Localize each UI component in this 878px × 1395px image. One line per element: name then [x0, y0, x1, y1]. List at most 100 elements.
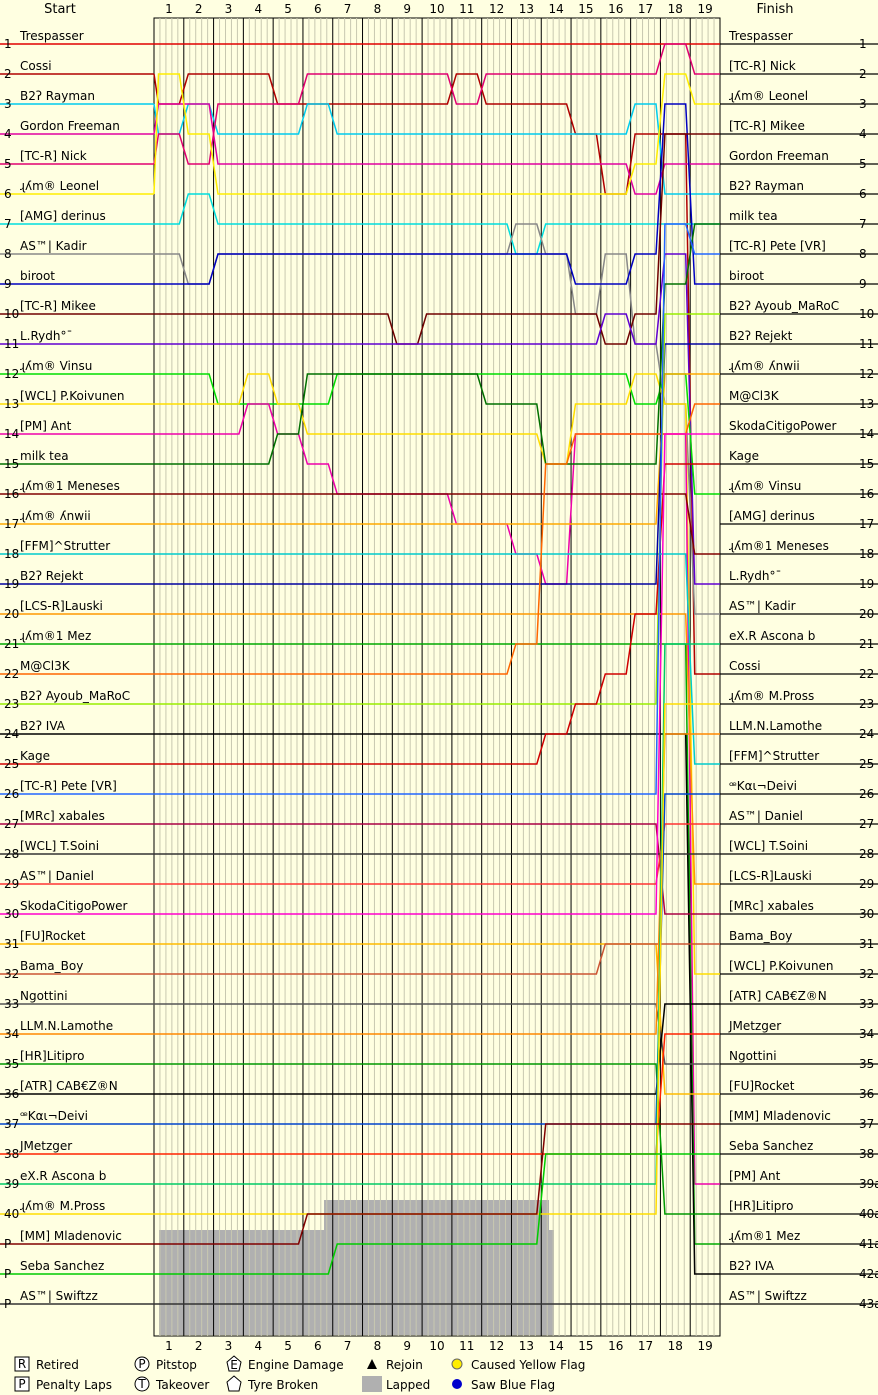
start-position: 2 [4, 67, 12, 81]
finish-driver-name: JMetzger [728, 1019, 781, 1033]
finish-driver-name: Seba Sanchez [729, 1139, 813, 1153]
start-position: 29 [4, 877, 19, 891]
driver-position-line [154, 463, 720, 765]
start-position: 28 [4, 847, 19, 861]
start-position: 27 [4, 817, 19, 831]
finish-driver-name: B2ʔ IVA [729, 1259, 775, 1273]
finish-position: 42a [859, 1267, 878, 1281]
legend-symbol: P [18, 1377, 25, 1391]
start-driver-name: ɻʎm® Leonel [20, 179, 99, 193]
driver-position-line [154, 403, 720, 675]
finish-position: 12 [859, 367, 874, 381]
legend-label: Tyre Broken [247, 1378, 318, 1392]
driver-position-line [154, 823, 720, 915]
start-driver-name: Gordon Freeman [20, 119, 120, 133]
finish-position: 2 [859, 67, 867, 81]
finish-driver-name: Ngottini [729, 1049, 777, 1063]
finish-position: 3 [859, 97, 867, 111]
driver-position-line [154, 103, 720, 285]
start-driver-name: M@Cl3K [20, 659, 71, 673]
legend-circle-icon [134, 1376, 150, 1392]
finish-driver-name: [WCL] T.Soini [729, 839, 808, 853]
lap-label-bottom: 10 [429, 1339, 444, 1353]
finish-position: 6 [859, 187, 867, 201]
legend-label: Lapped [386, 1378, 430, 1392]
legend-yellow-dot-icon [451, 1358, 463, 1370]
driver-position-line [154, 613, 720, 885]
start-position: P [4, 1237, 11, 1251]
driver-position-line [154, 223, 720, 465]
position-lines [153, 43, 720, 1305]
finish-driver-name: Gordon Freeman [729, 149, 829, 163]
start-driver-name: ɻʎm® Vinsu [20, 359, 92, 373]
finish-driver-name: [AMG] derinus [729, 509, 815, 523]
start-position: 30 [4, 907, 19, 921]
lap-label-top: 11 [459, 2, 474, 16]
lap-label-bottom: 6 [314, 1339, 322, 1353]
start-position: 35 [4, 1057, 19, 1071]
lap-label-top: 6 [314, 2, 322, 16]
lap-label-bottom: 15 [578, 1339, 593, 1353]
start-position: 22 [4, 667, 19, 681]
start-driver-name: biroot [20, 269, 55, 283]
driver-position-line [153, 73, 720, 195]
driver-position-line [154, 193, 720, 255]
finish-driver-name: biroot [729, 269, 764, 283]
finish-driver-name: [WCL] P.Koivunen [729, 959, 834, 973]
start-position: 26 [4, 787, 19, 801]
start-driver-name: [WCL] T.Soini [20, 839, 99, 853]
start-position: 4 [4, 127, 12, 141]
start-position: 25 [4, 757, 19, 771]
finish-position: 17 [859, 517, 874, 531]
lap-label-top: 4 [254, 2, 262, 16]
start-position: 17 [4, 517, 19, 531]
driver-position-line [154, 223, 720, 795]
lap-label-bottom: 4 [254, 1339, 262, 1353]
legend-label: Pitstop [156, 1358, 197, 1372]
legend-pentagon-icon [226, 1375, 242, 1392]
finish-position: 40a [859, 1207, 878, 1221]
lap-label-top: 9 [403, 2, 411, 16]
legend-label: Caused Yellow Flag [471, 1358, 585, 1372]
finish-position: 10 [859, 307, 874, 321]
start-driver-name: milk tea [20, 449, 69, 463]
finish-driver-name: [ATR] CAB€Z®N [729, 989, 827, 1003]
finish-driver-name: [TC-R] Nick [729, 59, 796, 73]
lap-label-bottom: 9 [403, 1339, 411, 1353]
finish-position: 18 [859, 547, 874, 561]
finish-position: 4 [859, 127, 867, 141]
finish-driver-name: LLM.N.Lamothe [729, 719, 822, 733]
start-driver-name: [MM] Mladenovic [20, 1229, 122, 1243]
finish-position: 11 [859, 337, 874, 351]
finish-position: 25 [859, 757, 874, 771]
start-position: 31 [4, 937, 19, 951]
finish-driver-name: ɻʎm® M.Pross [729, 689, 814, 703]
finish-position: 19 [859, 577, 874, 591]
finish-position: 1 [859, 37, 867, 51]
finish-position: 14 [859, 427, 874, 441]
finish-driver-name: [MM] Mladenovic [729, 1109, 831, 1123]
legend-box-icon [14, 1356, 30, 1372]
finish-position: 31 [859, 937, 874, 951]
lap-label-top: 1 [165, 2, 173, 16]
finish-position: 13 [859, 397, 874, 411]
finish-driver-name: [LCS-R]Lauski [729, 869, 812, 883]
finish-position: 28 [859, 847, 874, 861]
driver-position-line [153, 73, 720, 675]
lap-label-bottom: 12 [489, 1339, 504, 1353]
start-driver-name: B2ʔ Rejekt [20, 569, 84, 583]
lap-label-bottom: 18 [668, 1339, 683, 1353]
start-driver-name: [WCL] P.Koivunen [20, 389, 125, 403]
lap-label-bottom: 17 [638, 1339, 653, 1353]
start-driver-name: Kage [20, 749, 50, 763]
lapped-region [324, 1200, 549, 1230]
finish-driver-name: ɻʎm®1 Mez [729, 1229, 800, 1243]
start-position: 32 [4, 967, 19, 981]
finish-driver-name: Trespasser [728, 29, 793, 43]
start-driver-name: [FU]Rocket [20, 929, 86, 943]
finish-position: 22 [859, 667, 874, 681]
start-position: P [4, 1297, 11, 1311]
start-driver-name: ɻʎm®1 Mez [20, 629, 91, 643]
finish-position: 36 [859, 1087, 874, 1101]
